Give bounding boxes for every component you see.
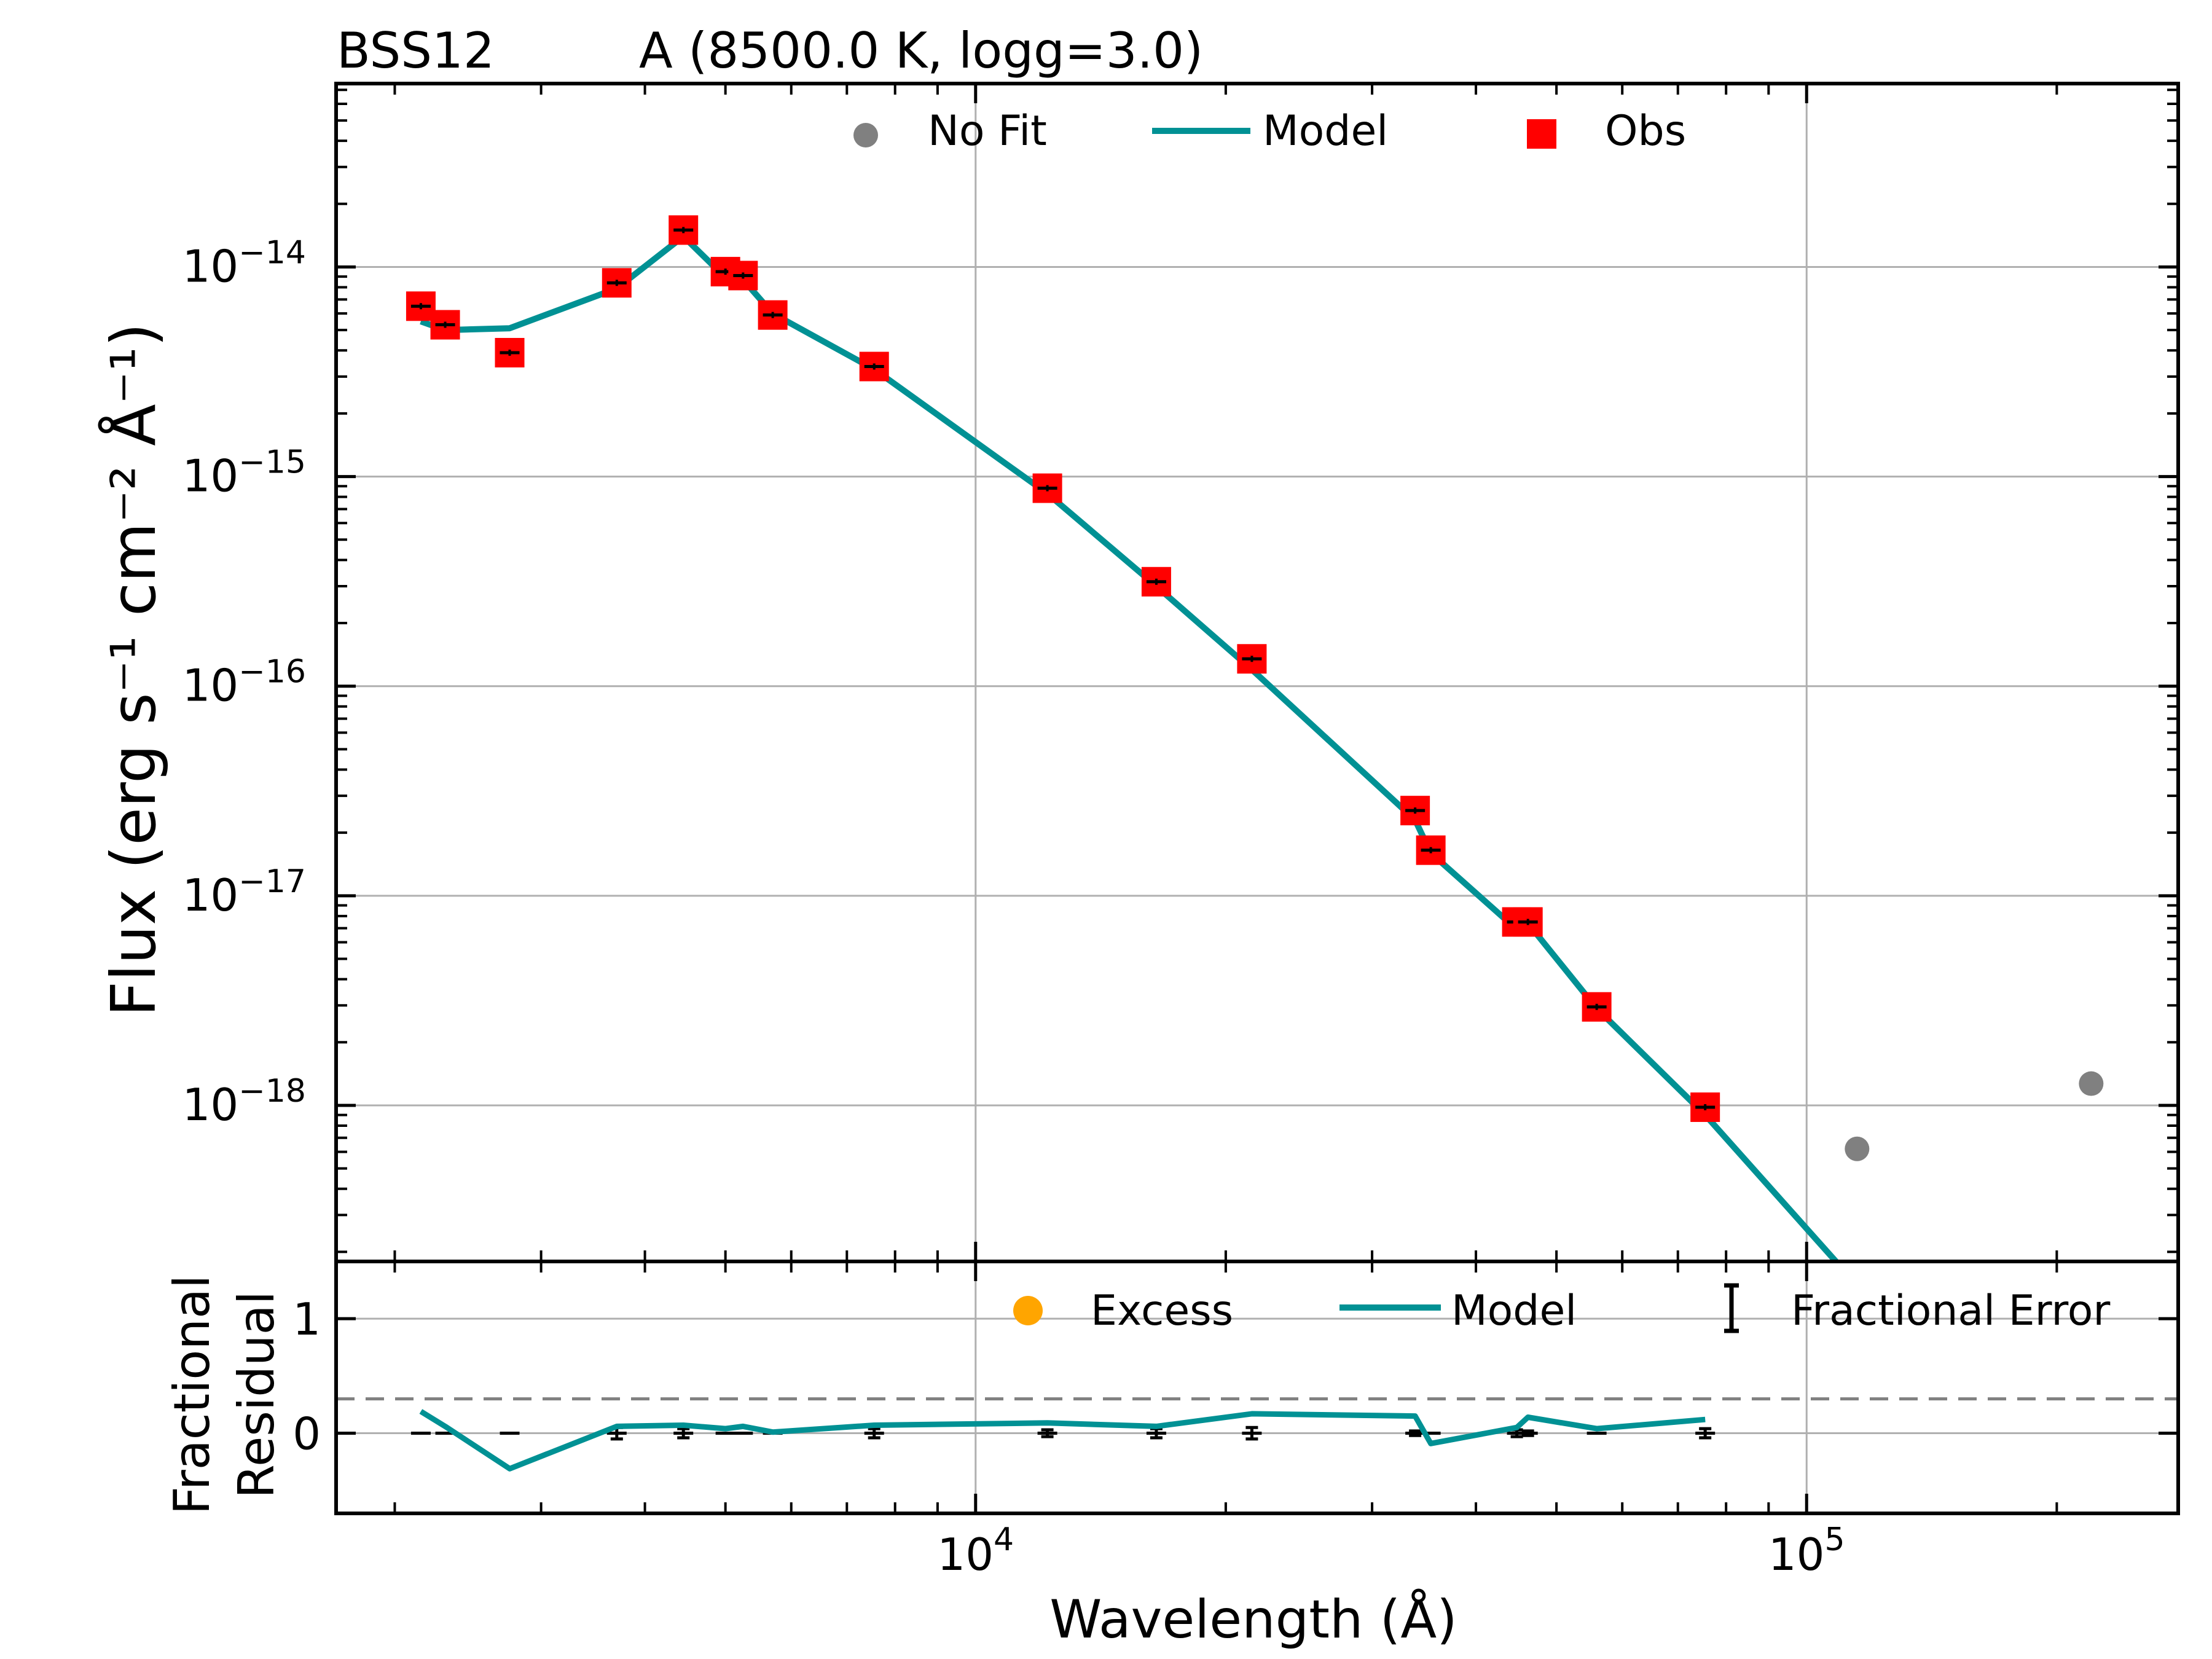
legend-frac-error-label: Fractional Error <box>1791 1287 2110 1335</box>
sed-ytick-labels: 10−14 10−15 10−16 10−17 10−18 <box>182 234 306 1130</box>
x-tick-labels: 104 105 <box>937 1521 1845 1580</box>
sed-legend: No Fit Model Obs <box>853 107 1686 155</box>
sed-obs-layer <box>406 215 1720 1122</box>
residual-legend: Excess Model Fractional Error <box>1013 1283 2110 1335</box>
x-tick-label: 105 <box>1768 1521 1845 1580</box>
sed-nofit-layer <box>1845 1071 2104 1161</box>
residual-ticks <box>336 1261 2178 1513</box>
legend-excess-marker <box>1013 1296 1043 1325</box>
legend-excess-label: Excess <box>1091 1287 1233 1335</box>
residual-ytick-label: 0 <box>292 1408 321 1460</box>
x-tick-label: 104 <box>937 1521 1014 1580</box>
title-model: A (8500.0 K, logg=3.0) <box>639 22 1203 79</box>
sed-ytick-label: 10−17 <box>182 863 306 921</box>
residual-ylabel-line1: Fractional <box>163 1275 221 1515</box>
sed-ytick-label: 10−15 <box>182 444 306 502</box>
sed-ylabel: Flux (erg s⁻¹ cm⁻² Å⁻¹) <box>97 323 170 1017</box>
title-star: BSS12 <box>337 22 495 79</box>
legend-residual-model-label: Model <box>1451 1287 1577 1335</box>
legend-model-label: Model <box>1263 107 1388 155</box>
legend-nofit-marker <box>853 123 878 147</box>
x-axis-label: Wavelength (Å) <box>1049 1588 1457 1650</box>
sed-ytick-label: 10−14 <box>182 234 306 292</box>
legend-frac-error-marker <box>1724 1283 1739 1333</box>
residual-axes-frame <box>334 1260 2180 1515</box>
residual-ylabel-line2: Residual <box>228 1291 285 1499</box>
residual-model-line <box>419 1409 1706 1472</box>
sed-ytick-label: 10−18 <box>182 1073 306 1131</box>
sed-model-line <box>420 233 1840 1261</box>
sed-ytick-label: 10−16 <box>182 654 306 712</box>
residual-ytick-labels: 01 <box>292 1293 321 1459</box>
nofit-point <box>2079 1071 2104 1096</box>
residual-ytick-label: 1 <box>292 1293 321 1345</box>
nofit-point <box>1845 1136 1870 1161</box>
legend-obs-marker <box>1527 119 1556 149</box>
sed-model-layer <box>420 233 1840 1261</box>
legend-obs-label: Obs <box>1605 107 1686 155</box>
legend-nofit-label: No Fit <box>928 107 1047 155</box>
residual-model-layer <box>419 1409 1706 1472</box>
